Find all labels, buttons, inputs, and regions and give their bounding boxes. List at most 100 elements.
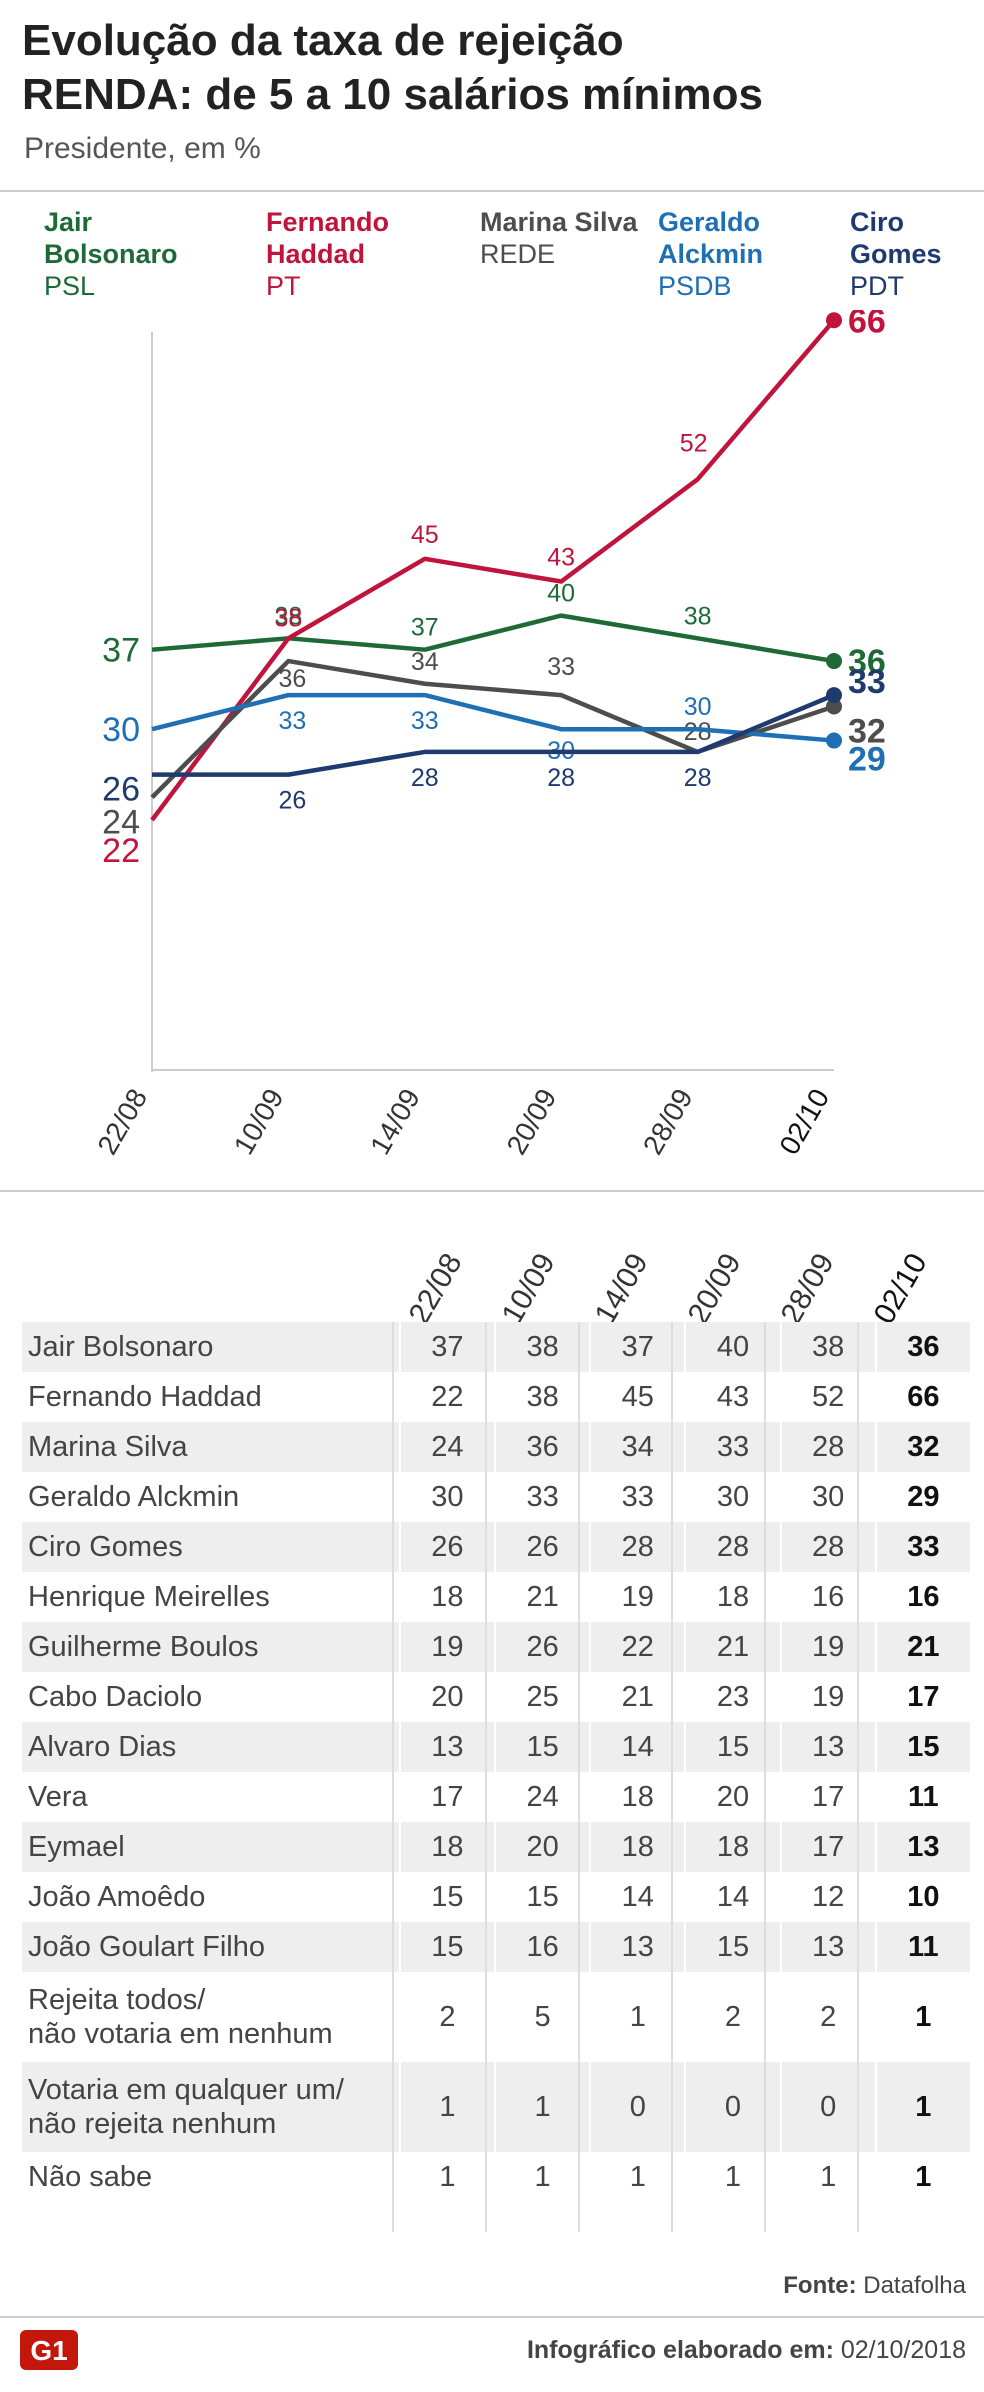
- row-value: 15: [493, 1722, 591, 1772]
- row-value: 0: [589, 2062, 686, 2152]
- row-value: 52: [779, 1372, 876, 1422]
- row-value: 11: [874, 1922, 970, 1972]
- row-value: 1: [684, 2152, 781, 2202]
- series-end-point: [826, 312, 842, 329]
- series-line: [151, 692, 835, 743]
- row-value: 36: [874, 1322, 970, 1372]
- row-value: 1: [493, 2062, 591, 2152]
- row-value: 15: [684, 1922, 781, 1972]
- row-value: 22: [398, 1372, 495, 1422]
- table-column-header: 14/09: [588, 1247, 655, 1330]
- row-name: Guilherme Boulos: [22, 1622, 400, 1672]
- row-value: 15: [398, 1922, 495, 1972]
- row-value: 5: [493, 1972, 591, 2062]
- row-name: Não sabe: [28, 2160, 153, 2193]
- x-tick-label: 22/08: [91, 1084, 153, 1160]
- row-value: 19: [779, 1672, 876, 1722]
- data-label-last: 36: [848, 643, 886, 681]
- data-label: 33: [411, 707, 439, 735]
- header-divider: [0, 190, 984, 192]
- table-row: Jair Bolsonaro 37 38 37 40 38 36: [22, 1322, 970, 1372]
- table-row: Cabo Daciolo 20 25 21 23 19 17: [22, 1672, 970, 1722]
- data-label-last: 32: [848, 712, 886, 750]
- row-value: 24: [493, 1772, 591, 1822]
- data-label: 37: [411, 614, 439, 642]
- row-value: 1: [589, 2152, 686, 2202]
- row-value: 22: [589, 1622, 686, 1672]
- chart-legend: Jair Bolsonaro PSL Fernando Haddad PT Ma…: [0, 206, 984, 306]
- legend-party: REDE: [480, 239, 556, 269]
- data-label-last: 66: [848, 310, 886, 340]
- row-value: 20: [398, 1672, 495, 1722]
- section-divider: [0, 1190, 984, 1192]
- row-value: 1: [874, 2152, 970, 2202]
- g1-logo: G1: [20, 2330, 78, 2370]
- row-value: 20: [684, 1772, 781, 1822]
- column-separator: [857, 1322, 859, 2232]
- row-value: 28: [779, 1422, 876, 1472]
- row-value: 19: [589, 1572, 686, 1622]
- row-name: Eymael: [22, 1822, 400, 1872]
- data-label: 52: [680, 429, 708, 457]
- row-value: 17: [398, 1772, 495, 1822]
- row-value: 18: [398, 1822, 495, 1872]
- row-value: 21: [684, 1622, 781, 1672]
- footer: G1 Infográfico elaborado em: 02/10/2018: [0, 2316, 984, 2392]
- row-value: 21: [493, 1572, 591, 1622]
- table-column-header: 22/08: [402, 1247, 469, 1330]
- row-value: 2: [779, 1972, 876, 2062]
- legend-name: Ciro Gomes: [850, 207, 942, 269]
- column-separator: [485, 1322, 487, 2232]
- row-value: 17: [874, 1672, 970, 1722]
- row-value: 1: [779, 2152, 876, 2202]
- credit-note: Infográfico elaborado em: 02/10/2018: [527, 2336, 966, 2365]
- data-label: 34: [411, 648, 439, 676]
- table-row: João Goulart Filho 15 16 13 15 13 11: [22, 1922, 970, 1972]
- legend-name: Fernando Haddad: [266, 207, 390, 269]
- legend-item-haddad: Fernando Haddad PT: [266, 206, 446, 302]
- row-value: 28: [779, 1522, 876, 1572]
- page-subtitle: Presidente, em %: [24, 132, 261, 165]
- data-label: 38: [274, 604, 302, 632]
- row-value: 28: [684, 1522, 781, 1572]
- row-name: Vera: [28, 1780, 88, 1813]
- data-label: 43: [547, 544, 575, 572]
- legend-item-marina: Marina Silva REDE: [480, 206, 660, 270]
- row-value: 33: [874, 1522, 970, 1572]
- table-column-header: 02/10: [867, 1247, 934, 1330]
- row-value: 13: [779, 1722, 876, 1772]
- row-value: 30: [684, 1472, 781, 1522]
- source-label: Fonte:: [783, 2272, 857, 2299]
- data-label: 38: [684, 602, 712, 630]
- row-value: 1: [874, 2062, 970, 2152]
- data-label: 30: [684, 693, 712, 721]
- row-value: 14: [589, 1872, 686, 1922]
- data-table: Jair Bolsonaro 37 38 37 40 38 36 Fernando Hadda…: [22, 1322, 970, 2202]
- data-label: 40: [547, 580, 575, 608]
- row-value: 38: [779, 1322, 876, 1372]
- row-value: 43: [684, 1372, 781, 1422]
- row-value: 18: [684, 1572, 781, 1622]
- row-name: Cabo Daciolo: [28, 1680, 203, 1713]
- legend-item-alckmin: Geraldo Alckmin PSDB: [658, 206, 838, 302]
- row-value: 29: [874, 1472, 970, 1522]
- row-value: 1: [493, 2152, 591, 2202]
- row-value: 11: [874, 1772, 970, 1822]
- legend-name: Marina Silva: [480, 207, 638, 237]
- row-name: Votaria em qualquer um/não rejeita nenhu…: [22, 2062, 400, 2152]
- credit-date: 02/10/2018: [840, 2336, 966, 2364]
- data-label: 36: [278, 665, 306, 693]
- row-value: 37: [589, 1322, 686, 1372]
- row-value: 13: [874, 1822, 970, 1872]
- row-name: Jair Bolsonaro: [22, 1322, 400, 1372]
- row-value: 16: [493, 1922, 591, 1972]
- series-line: [151, 613, 835, 664]
- data-label: 28: [684, 764, 712, 792]
- row-value: 18: [589, 1822, 686, 1872]
- row-value: 26: [493, 1622, 591, 1672]
- data-label: 26: [278, 787, 306, 815]
- row-value: 66: [874, 1372, 970, 1422]
- row-value: 18: [684, 1822, 781, 1872]
- row-value: 1: [874, 1972, 970, 2062]
- row-value: 14: [684, 1872, 781, 1922]
